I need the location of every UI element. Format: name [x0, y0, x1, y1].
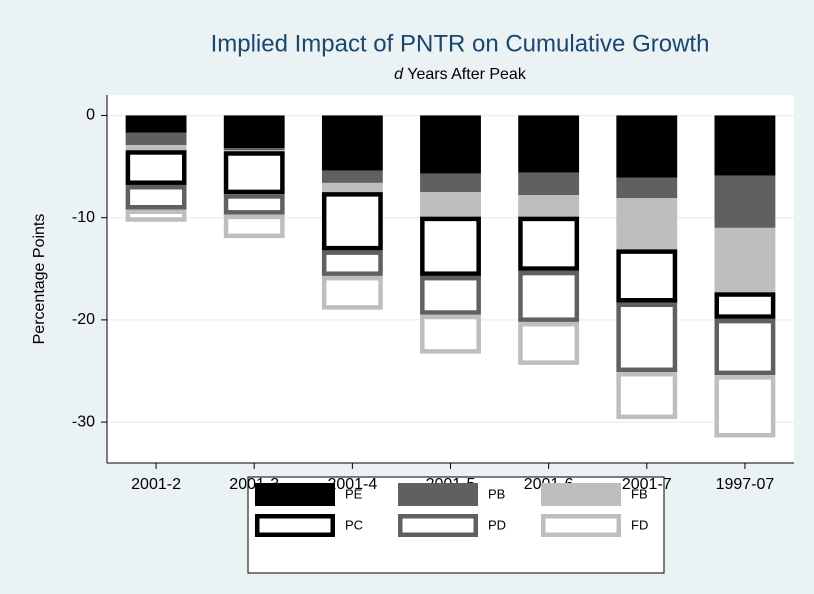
legend-swatch — [255, 514, 335, 537]
bar-segment — [616, 115, 678, 178]
y-axis-label: Percentage Points — [31, 214, 48, 345]
bar-segment — [321, 170, 383, 183]
legend-swatch — [398, 483, 478, 506]
bar-segment — [714, 318, 776, 376]
y-tick-label: -30 — [72, 413, 95, 430]
legend-label: FB — [631, 486, 648, 501]
bar-segment — [223, 214, 285, 239]
y-tick-label: 0 — [86, 107, 95, 124]
subtitle-italic: d — [394, 66, 404, 83]
bar-segment — [321, 182, 383, 193]
bar-segment — [714, 175, 776, 228]
bar-segment — [125, 115, 187, 133]
bar-segment — [223, 148, 285, 151]
bar-segment — [616, 249, 678, 303]
legend-label: PE — [345, 486, 363, 501]
legend-swatch — [541, 483, 621, 506]
bar-segment — [420, 192, 481, 217]
bar-segment — [714, 227, 776, 293]
bar-segment — [223, 150, 285, 152]
bar-segment — [420, 314, 481, 354]
legend-label: PD — [488, 517, 506, 532]
bar-segment — [616, 372, 678, 420]
legend-label: FD — [631, 517, 648, 532]
bar-segment — [420, 173, 481, 193]
bar-segment — [714, 292, 776, 319]
bar-segment — [518, 172, 580, 196]
subtitle: Years After Peak — [407, 66, 527, 83]
bar-segment — [125, 150, 187, 185]
bar-segment — [616, 177, 678, 199]
x-tick-label: 2001-7 — [622, 476, 672, 493]
chart-title: Implied Impact of PNTR on Cumulative Gro… — [211, 30, 710, 57]
chart-subtitle: d Years After Peak — [394, 66, 527, 83]
x-tick-label: 2001-2 — [131, 476, 181, 493]
x-tick-label: 2001-4 — [327, 476, 377, 493]
bar-segment — [125, 132, 187, 146]
bar-segment — [321, 192, 383, 251]
bar-segment — [518, 216, 580, 271]
bar-segment — [616, 198, 678, 250]
bar-segment — [321, 115, 383, 171]
y-tick-label: -10 — [72, 209, 95, 226]
legend-label: PB — [488, 486, 505, 501]
bar-segment — [518, 321, 580, 365]
bar-segment — [616, 302, 678, 373]
bar-segment — [223, 151, 285, 195]
bar-segment — [223, 194, 285, 215]
bar-segment — [420, 275, 481, 315]
bar-segment — [125, 145, 187, 151]
bar-segment — [321, 275, 383, 310]
bar-segment — [420, 216, 481, 276]
legend-label: PC — [345, 517, 363, 532]
bar-segment — [223, 115, 285, 149]
bar-segment — [518, 115, 580, 173]
y-tick-label: -20 — [72, 311, 95, 328]
legend-swatch — [541, 514, 621, 537]
bar-segment — [714, 375, 776, 438]
legend-swatch — [398, 514, 478, 537]
x-tick-label: 1997-07 — [716, 476, 775, 493]
bar-segment — [125, 209, 187, 222]
bar-segment — [125, 184, 187, 210]
bar-segment — [321, 250, 383, 276]
bar-segment — [518, 195, 580, 217]
bar-segment — [714, 115, 776, 176]
legend-swatch — [255, 483, 335, 506]
bar-segment — [518, 270, 580, 322]
bar-segment — [420, 115, 481, 174]
